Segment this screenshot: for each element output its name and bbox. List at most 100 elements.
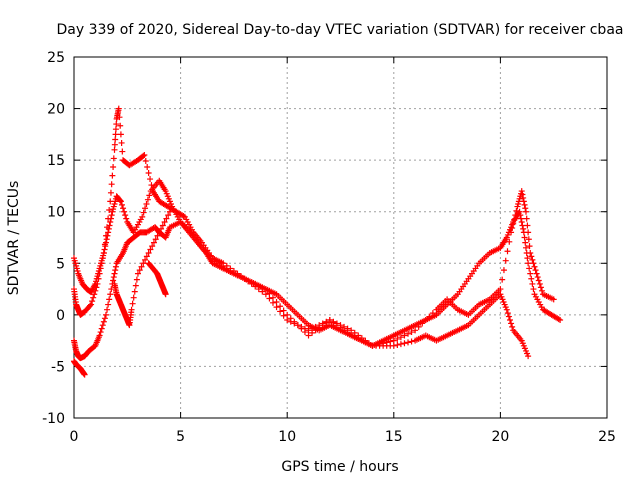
data-point <box>252 283 259 290</box>
data-point <box>107 198 114 205</box>
series-track-d <box>71 358 88 378</box>
axis-ticks: 0 5 10 15 20 25 -10 -5 0 5 10 15 20 25 <box>42 50 616 445</box>
y-tick-label: 20 <box>47 102 65 118</box>
data-point <box>301 325 308 332</box>
y-tick-label: 0 <box>56 308 65 324</box>
data-point <box>298 323 305 330</box>
y-axis-label: SDTVAR / TECUs <box>6 181 22 296</box>
data-point <box>149 243 156 250</box>
data-point <box>145 249 152 256</box>
data-point <box>419 320 426 327</box>
data-point <box>161 219 168 226</box>
data-point <box>506 238 513 245</box>
data-point <box>273 298 280 305</box>
data-point <box>518 188 525 195</box>
data-point <box>266 295 273 302</box>
data-point <box>405 339 412 346</box>
x-tick-label: 25 <box>598 429 616 445</box>
data-point <box>394 341 401 348</box>
data-point <box>105 301 112 308</box>
data-point <box>259 288 266 295</box>
data-point <box>89 298 96 305</box>
data-point <box>112 131 119 138</box>
data-point <box>500 267 507 274</box>
data-point <box>166 208 173 215</box>
data-point <box>527 249 534 256</box>
data-point <box>312 323 319 330</box>
data-point <box>397 341 404 348</box>
data-point <box>245 278 252 285</box>
data-point <box>309 325 316 332</box>
y-tick-label: 25 <box>47 50 65 66</box>
data-point <box>519 191 526 198</box>
data-point <box>223 262 230 269</box>
data-point <box>527 270 534 277</box>
data-point <box>108 181 115 188</box>
data-point <box>100 318 107 325</box>
data-point <box>408 338 415 345</box>
data-point <box>512 212 519 219</box>
data-point <box>535 277 542 284</box>
data-point <box>277 303 284 310</box>
data-point <box>305 332 312 339</box>
data-point <box>532 267 539 274</box>
data-point <box>159 222 166 229</box>
data-point <box>95 275 102 282</box>
data-point <box>115 105 122 112</box>
data-point <box>230 268 237 275</box>
data-point <box>98 260 105 267</box>
data-point <box>521 201 528 208</box>
data-point <box>537 284 544 291</box>
data-point <box>106 296 113 303</box>
data-point <box>91 291 98 298</box>
data-point <box>133 276 140 283</box>
data-point <box>355 332 362 339</box>
data-point <box>110 274 117 281</box>
data-point <box>351 329 358 336</box>
data-point <box>534 274 541 281</box>
data-point <box>506 317 513 324</box>
data-point <box>508 320 515 327</box>
data-point <box>426 313 433 320</box>
data-point <box>280 307 287 314</box>
data-point <box>112 126 119 133</box>
data-point <box>397 334 404 341</box>
x-axis-label: GPS time / hours <box>281 459 398 475</box>
data-point <box>112 267 119 274</box>
data-point <box>287 318 294 325</box>
data-point <box>277 308 284 315</box>
data-point <box>162 291 169 298</box>
data-point <box>101 241 108 248</box>
data-point <box>522 239 529 246</box>
data-point <box>362 337 369 344</box>
data-point <box>504 248 511 255</box>
x-tick-label: 15 <box>385 429 403 445</box>
data-point <box>530 286 537 293</box>
data-point <box>405 330 412 337</box>
data-point <box>511 216 518 223</box>
data-point <box>118 139 125 146</box>
data-point <box>129 300 136 307</box>
data-point <box>165 212 172 219</box>
data-point <box>429 310 436 317</box>
data-point <box>516 208 523 215</box>
data-point <box>140 209 147 216</box>
data-point <box>505 313 512 320</box>
data-point <box>266 290 273 297</box>
data-point <box>520 194 527 201</box>
data-point <box>502 257 509 264</box>
data-point <box>497 286 504 293</box>
data-point <box>523 215 530 222</box>
y-tick-label: -10 <box>42 411 65 427</box>
data-point <box>550 296 557 303</box>
data-point <box>220 260 227 267</box>
data-point <box>401 340 408 347</box>
data-point <box>163 215 170 222</box>
data-point <box>130 294 137 301</box>
data-point <box>241 275 248 282</box>
data-point <box>86 302 93 309</box>
data-point <box>110 164 117 171</box>
data-point <box>291 320 298 327</box>
data-point <box>522 205 529 212</box>
data-point <box>150 239 157 246</box>
